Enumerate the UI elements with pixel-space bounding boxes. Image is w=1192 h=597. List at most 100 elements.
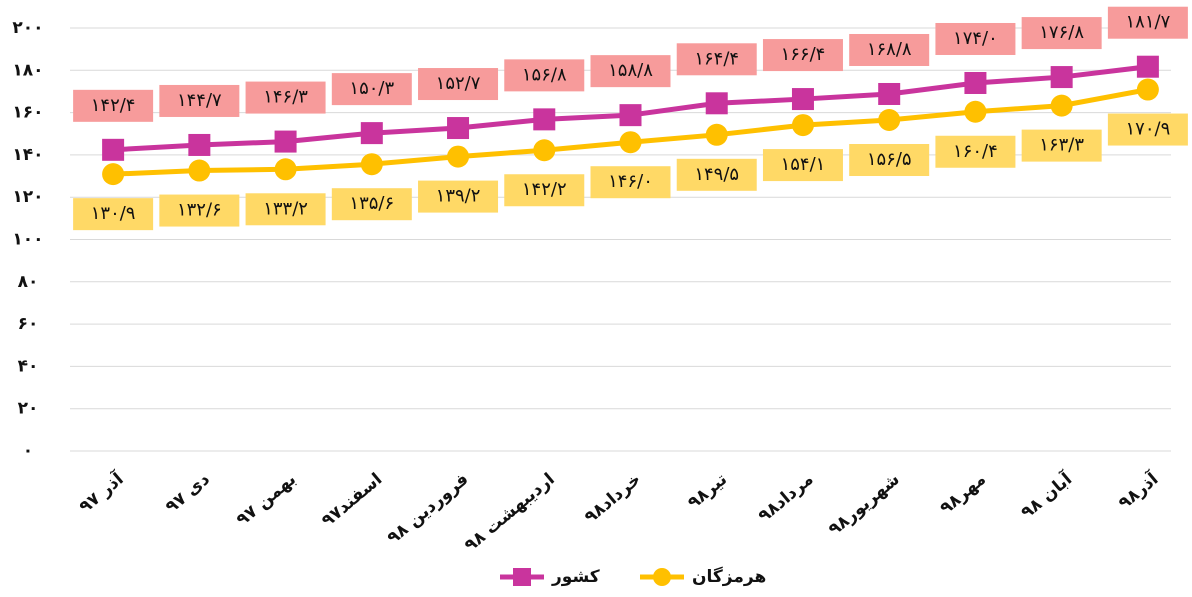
y-tick-label: ۱۰۰ (12, 230, 43, 250)
x-tick-label: خرداد۹۸ (581, 469, 645, 527)
label-box (676, 158, 757, 191)
label-box (73, 89, 154, 122)
y-tick-label: ۴۰ (18, 356, 39, 376)
x-tick-label: دی ۹۷ (162, 469, 214, 517)
x-tick-label: تیر۹۸ (684, 469, 731, 513)
point (360, 122, 383, 145)
point (791, 88, 814, 111)
point (102, 163, 125, 186)
legend-marker (513, 568, 531, 586)
data-label: ۱۵۰/۳ (349, 78, 394, 99)
x-tick-label: بهمن ۹۷ (233, 469, 300, 530)
label-box (331, 73, 412, 106)
data-label: ۱۳۵/۶ (349, 193, 394, 214)
data-label: ۱۵۶/۸ (522, 64, 567, 85)
point (360, 153, 383, 176)
point (878, 82, 901, 105)
data-label: ۱۳۰/۹ (91, 203, 136, 224)
legend-marker (653, 568, 671, 586)
y-tick-label: ۶۰ (18, 314, 39, 334)
data-label: ۱۷۶/۸ (1039, 22, 1084, 43)
y-tick-label: ۱۶۰ (12, 103, 43, 123)
data-label: ۱۴۶/۰ (608, 171, 653, 192)
data-label: ۱۶۰/۴ (953, 141, 998, 162)
point (447, 117, 470, 140)
data-label: ۱۴۶/۳ (263, 87, 308, 108)
point (1050, 66, 1073, 89)
x-tick-label: آذر۹۸ (1114, 467, 1164, 514)
y-tick-label: ۲۰۰ (12, 18, 43, 38)
point (188, 133, 211, 156)
x-tick-label: اسفند۹۷ (318, 469, 386, 531)
data-label: ۱۴۲/۴ (91, 95, 136, 116)
data-label: ۱۸۱/۷ (1126, 12, 1171, 33)
point (964, 100, 987, 123)
legend-label: کشور (551, 567, 600, 587)
point (1136, 55, 1159, 78)
data-label: ۱۷۰/۹ (1126, 119, 1171, 140)
label-box (418, 68, 499, 101)
x-tick-label: اردیبهشت ۹۸ (461, 469, 559, 556)
label-box (1107, 113, 1188, 146)
data-label: ۱۶۳/۳ (1039, 135, 1084, 156)
label-box (849, 33, 930, 66)
y-tick-label: ۲۰ (18, 399, 39, 419)
data-label: ۱۶۸/۸ (867, 39, 912, 60)
label-box (849, 144, 930, 177)
data-label: ۱۶۶/۴ (781, 44, 826, 65)
x-tick-label: مهر۹۸ (936, 469, 990, 518)
label-box (590, 55, 671, 88)
label-box (1021, 17, 1102, 50)
point (533, 108, 556, 131)
label-box (504, 59, 585, 92)
label-box (935, 135, 1016, 168)
y-tick-label: ۰ (23, 441, 33, 461)
data-label: ۱۴۴/۷ (177, 90, 222, 111)
point (102, 138, 125, 161)
label-box (159, 194, 240, 227)
y-tick-label: ۸۰ (18, 272, 39, 292)
data-label: ۱۳۲/۶ (177, 200, 222, 221)
point (619, 131, 642, 154)
label-box (1107, 6, 1188, 39)
label-box (590, 166, 671, 199)
data-label: ۱۴۲/۲ (522, 179, 567, 200)
point (447, 145, 470, 168)
data-label: ۱۷۴/۰ (953, 28, 998, 49)
point (274, 130, 297, 153)
data-label: ۱۵۶/۵ (867, 149, 912, 170)
data-label: ۱۵۴/۱ (781, 154, 826, 175)
data-label: ۱۳۹/۲ (436, 186, 481, 207)
point (878, 109, 901, 132)
label-box (504, 174, 585, 207)
data-label: ۱۴۹/۵ (694, 164, 739, 185)
label-box (73, 198, 154, 231)
data-label: ۱۵۸/۸ (608, 60, 653, 81)
point (619, 104, 642, 127)
point (705, 92, 728, 115)
data-label: ۱۳۳/۲ (263, 198, 308, 219)
legend-label: هرمزگان (692, 566, 766, 587)
point (188, 159, 211, 182)
x-tick-label: مرداد۹۸ (755, 469, 818, 526)
point (274, 158, 297, 181)
data-label: ۱۵۲/۷ (436, 73, 481, 94)
label-box (762, 39, 843, 72)
data-label: ۱۶۴/۴ (694, 48, 739, 69)
label-box (935, 22, 1016, 55)
y-tick-label: ۱۲۰ (12, 187, 43, 207)
y-tick-label: ۱۴۰ (12, 145, 43, 165)
point (1050, 94, 1073, 117)
x-tick-label: شهریور۹۸ (825, 469, 904, 540)
x-tick-label: آبان ۹۸ (1016, 467, 1077, 523)
label-box (762, 149, 843, 182)
label-box (676, 43, 757, 76)
point (533, 139, 556, 162)
label-box (159, 84, 240, 117)
point (1136, 78, 1159, 101)
x-tick-label: آذر ۹۷ (74, 467, 128, 517)
y-tick-label: ۱۸۰ (12, 60, 43, 80)
label-box (1021, 129, 1102, 162)
